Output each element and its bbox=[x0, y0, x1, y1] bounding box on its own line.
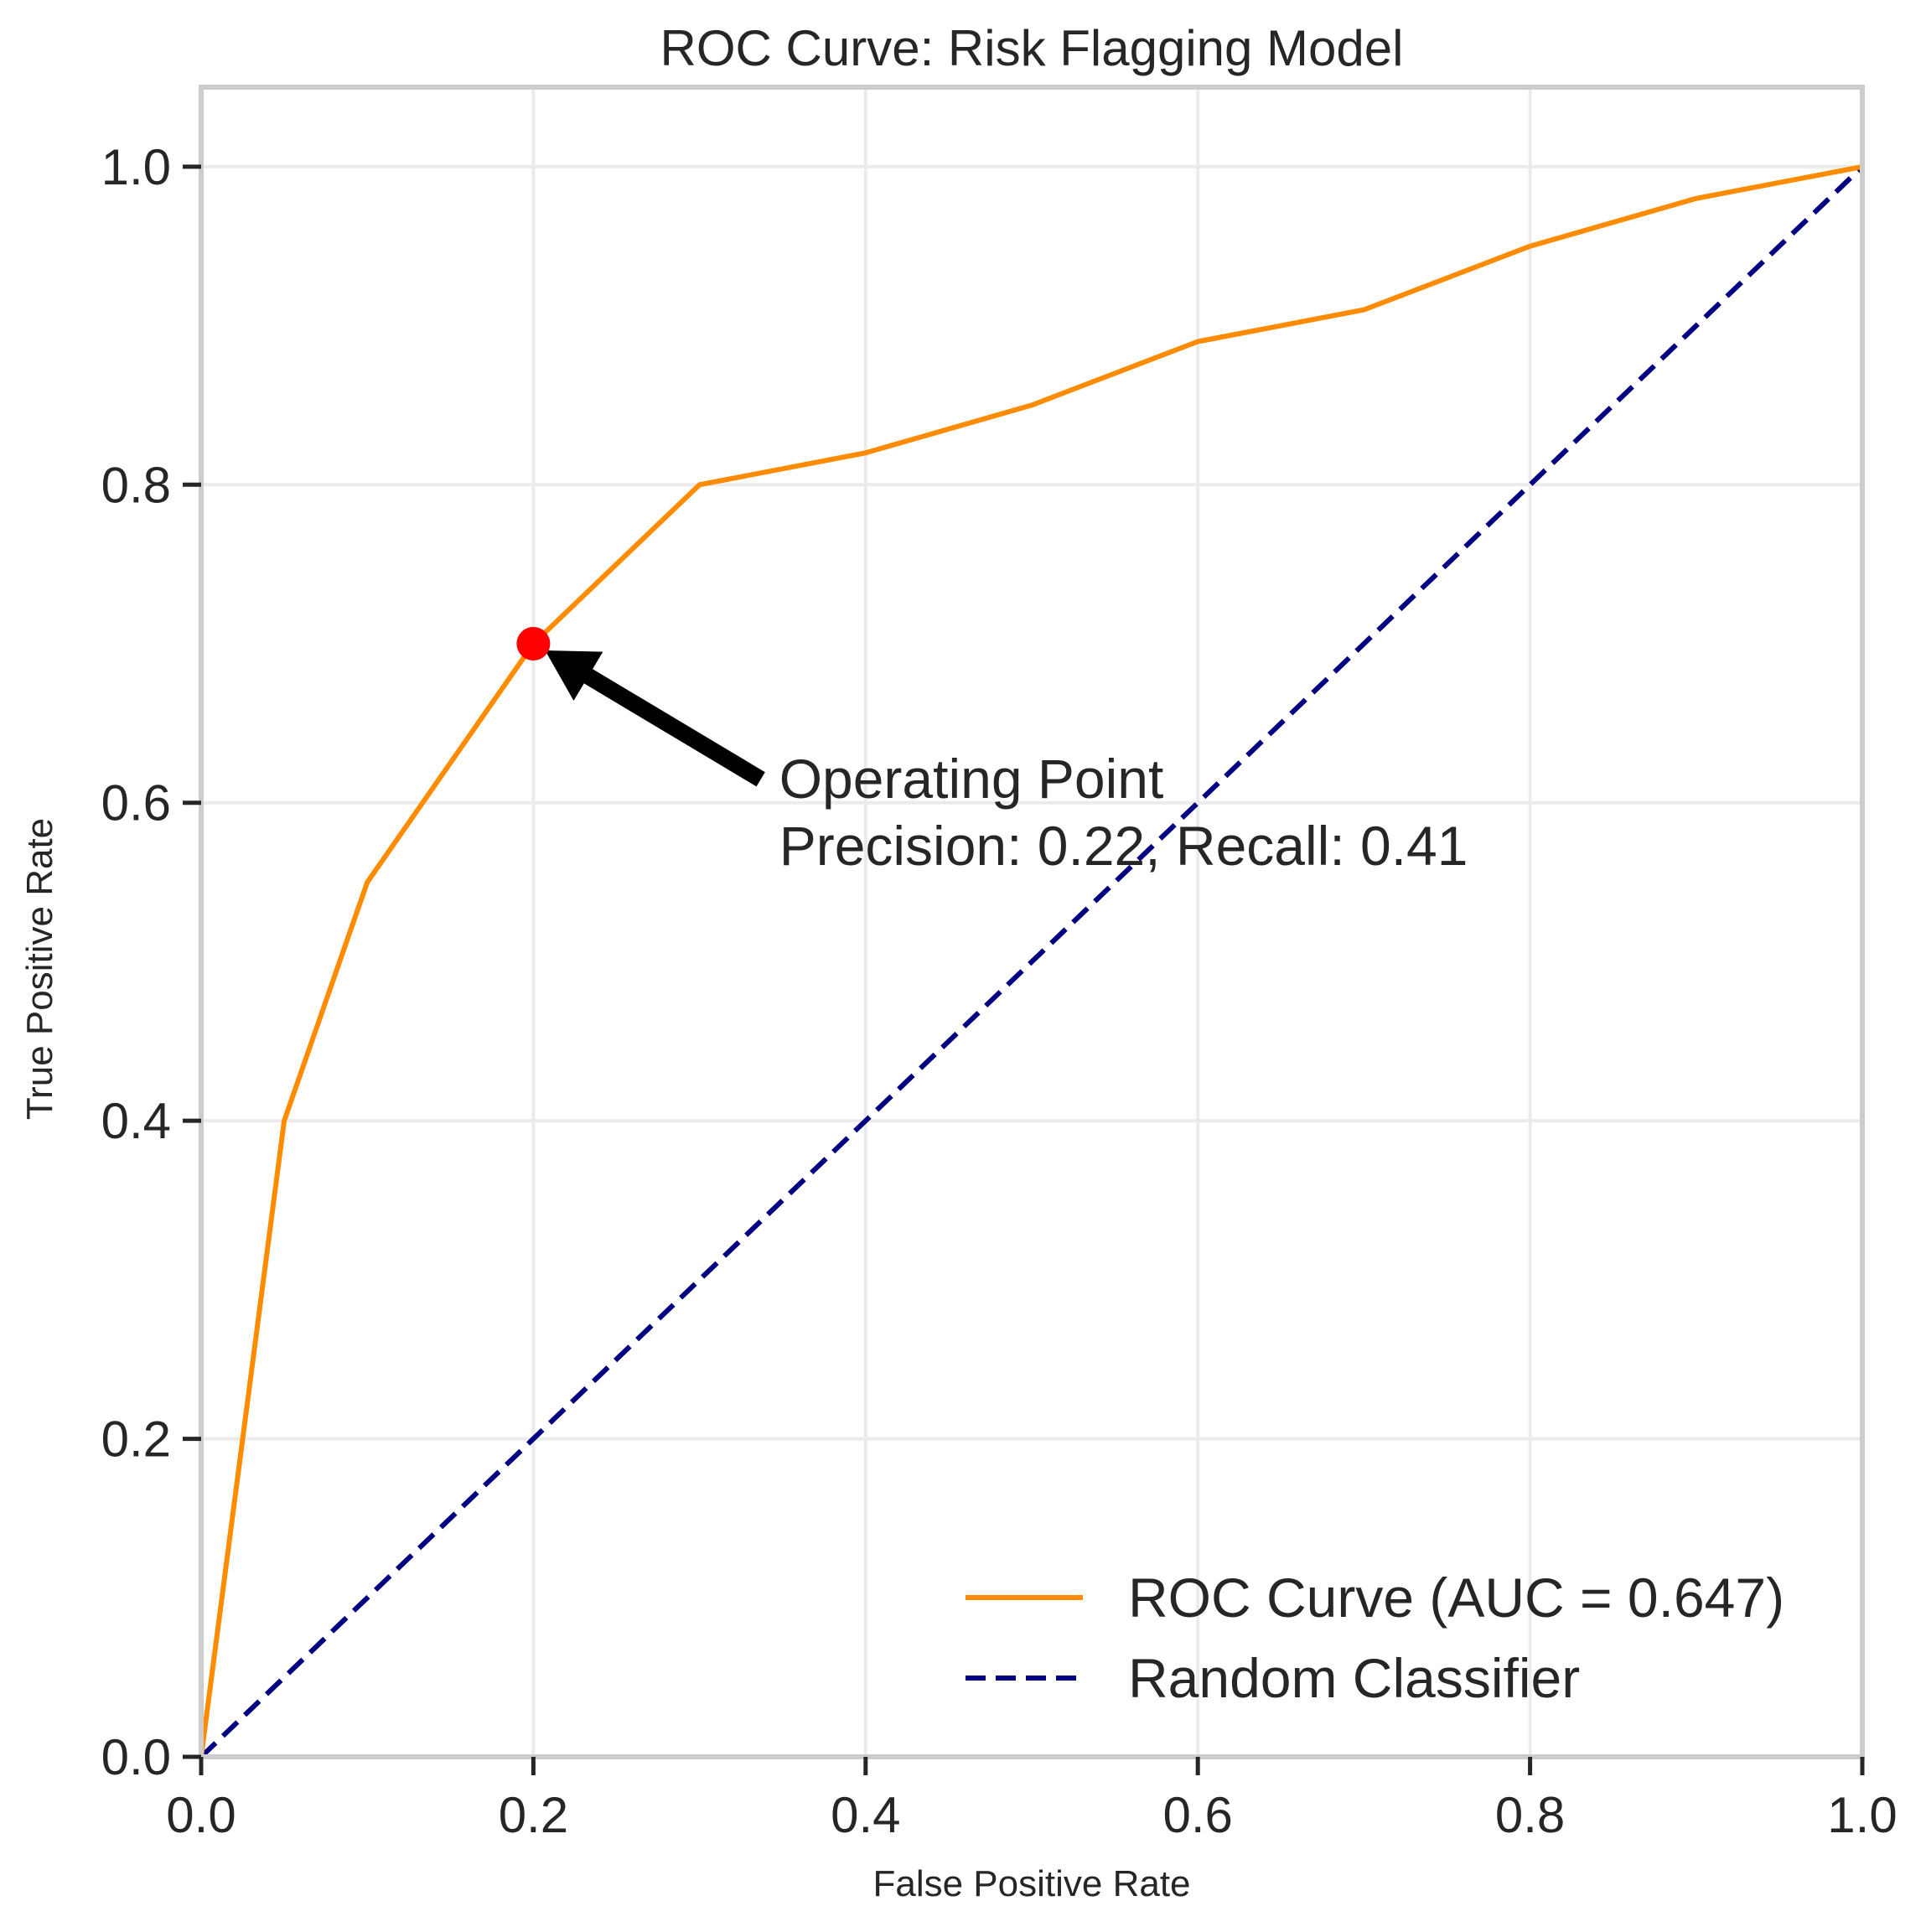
roc-curve-line bbox=[199, 163, 1863, 1758]
random-classifier-line bbox=[199, 164, 1865, 1759]
x-tick-label: 0.6 bbox=[1162, 1787, 1232, 1843]
legend-label: Random Classifier bbox=[1128, 1647, 1580, 1709]
x-tick-label: 1.0 bbox=[1827, 1787, 1897, 1843]
axis-ticks: 0.0 0.2 0.4 0.6 0.8 1.0 0.0 0.2 0.4 0.6 0.8 1.0 bbox=[101, 139, 1898, 1843]
x-tick-label: 0.4 bbox=[831, 1787, 900, 1843]
y-axis-label: True Positive Rate bbox=[19, 818, 60, 1120]
x-tick-label: 0.0 bbox=[166, 1787, 236, 1843]
x-axis-label: False Positive Rate bbox=[872, 1863, 1190, 1904]
legend-label: ROC Curve (AUC = 0.647) bbox=[1128, 1567, 1784, 1629]
y-tick-label: 0.2 bbox=[101, 1411, 171, 1468]
annotation-arrow-shaft bbox=[581, 667, 765, 787]
y-tick-label: 0.8 bbox=[101, 457, 171, 513]
y-tick-label: 0.6 bbox=[101, 775, 171, 831]
x-tick-label: 0.8 bbox=[1495, 1787, 1565, 1843]
operating-point-marker bbox=[516, 627, 551, 660]
plot-frame bbox=[199, 85, 1865, 1759]
legend: ROC Curve (AUC = 0.647) Random Classifier bbox=[966, 1567, 1784, 1709]
annotation-title: Operating Point bbox=[779, 748, 1164, 810]
y-tick-label: 0.0 bbox=[101, 1729, 171, 1785]
x-tick-label: 0.2 bbox=[499, 1787, 568, 1843]
annotation-arrow-head bbox=[545, 650, 603, 701]
y-tick-label: 0.4 bbox=[101, 1093, 171, 1149]
series-lines bbox=[199, 163, 1865, 1759]
y-tick-label: 1.0 bbox=[101, 139, 171, 195]
chart-title: ROC Curve: Risk Flagging Model bbox=[660, 20, 1404, 76]
annotation-metrics: Precision: 0.22, Recall: 0.41 bbox=[779, 815, 1468, 877]
